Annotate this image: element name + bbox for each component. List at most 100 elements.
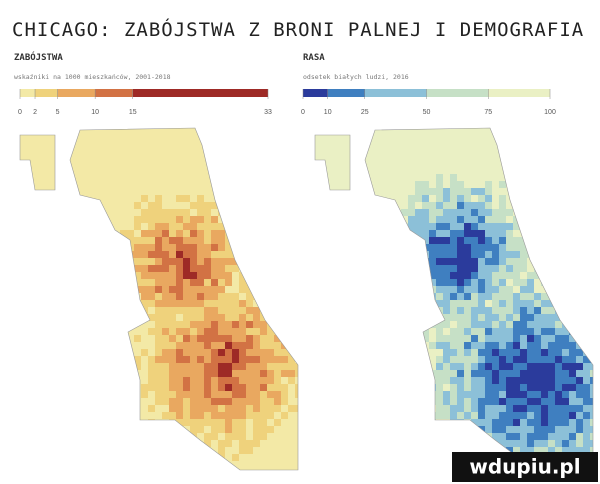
map-cell bbox=[239, 167, 247, 175]
map-cell bbox=[380, 139, 388, 147]
map-cell bbox=[274, 174, 282, 182]
map-cell bbox=[99, 216, 107, 224]
map-cell bbox=[99, 342, 107, 350]
map-cell bbox=[443, 405, 451, 413]
map-cell bbox=[527, 195, 535, 203]
map-cell bbox=[64, 363, 72, 371]
map-cell bbox=[429, 216, 437, 224]
map-cell bbox=[169, 300, 177, 308]
map-cell bbox=[513, 391, 521, 399]
map-cell bbox=[471, 128, 479, 133]
map-cell bbox=[148, 370, 156, 378]
map-cell bbox=[85, 272, 93, 280]
map-cell bbox=[43, 440, 51, 448]
map-cell bbox=[295, 321, 298, 329]
map-cell bbox=[246, 349, 254, 357]
map-cell bbox=[408, 202, 416, 210]
map-cell bbox=[387, 398, 395, 406]
map-cell bbox=[218, 412, 226, 420]
map-cell bbox=[204, 363, 212, 371]
map-cell bbox=[450, 279, 458, 287]
map-cell bbox=[197, 433, 205, 441]
map-cell bbox=[317, 223, 325, 231]
map-cell bbox=[253, 195, 261, 203]
map-cell bbox=[541, 440, 549, 448]
map-cell bbox=[127, 237, 135, 245]
map-cell bbox=[506, 160, 514, 168]
map-cell bbox=[78, 209, 86, 217]
map-cell bbox=[113, 363, 121, 371]
map-cell bbox=[260, 244, 268, 252]
map-cell bbox=[401, 230, 409, 238]
map-cell bbox=[225, 433, 233, 441]
map-cell bbox=[373, 244, 381, 252]
map-cell bbox=[43, 146, 51, 154]
map-cell bbox=[162, 468, 170, 470]
map-cell bbox=[120, 181, 128, 189]
map-cell bbox=[324, 251, 332, 259]
map-cell bbox=[548, 132, 556, 140]
map-cell bbox=[464, 258, 472, 266]
map-cell bbox=[183, 468, 191, 470]
map-cell bbox=[120, 398, 128, 406]
map-cell bbox=[450, 265, 458, 273]
map-cell bbox=[394, 195, 402, 203]
map-cell bbox=[527, 349, 535, 357]
map-cell bbox=[20, 202, 23, 210]
map-cell bbox=[373, 202, 381, 210]
map-cell bbox=[401, 335, 409, 343]
map-cell bbox=[315, 447, 318, 455]
map-cell bbox=[471, 335, 479, 343]
map-cell bbox=[548, 146, 556, 154]
map-cell bbox=[183, 363, 191, 371]
map-cell bbox=[450, 181, 458, 189]
map-cell bbox=[113, 272, 121, 280]
map-cell bbox=[338, 160, 346, 168]
map-cell bbox=[415, 195, 423, 203]
map-cell bbox=[331, 384, 339, 392]
map-cell bbox=[464, 384, 472, 392]
map-cell bbox=[408, 188, 416, 196]
map-cell bbox=[99, 223, 107, 231]
map-cell bbox=[183, 398, 191, 406]
map-cell bbox=[120, 279, 128, 287]
map-cell bbox=[148, 433, 156, 441]
map-cell bbox=[155, 188, 163, 196]
map-cell bbox=[485, 265, 493, 273]
map-cell bbox=[338, 167, 346, 175]
map-cell bbox=[471, 363, 479, 371]
map-cell bbox=[569, 384, 577, 392]
map-cell bbox=[288, 181, 296, 189]
map-cell bbox=[20, 377, 23, 385]
map-cell bbox=[50, 433, 58, 441]
map-cell bbox=[352, 209, 360, 217]
map-cell bbox=[57, 328, 65, 336]
map-cell bbox=[345, 342, 353, 350]
map-cell bbox=[492, 160, 500, 168]
map-cell bbox=[548, 328, 556, 336]
map-cell bbox=[57, 426, 65, 434]
map-cell bbox=[120, 321, 128, 329]
map-cell bbox=[29, 209, 37, 217]
map-cell bbox=[232, 230, 240, 238]
map-cell bbox=[162, 195, 170, 203]
map-cell bbox=[450, 363, 458, 371]
map-cell bbox=[436, 251, 444, 259]
map-cell bbox=[331, 433, 339, 441]
map-cell bbox=[415, 286, 423, 294]
map-cell bbox=[317, 426, 325, 434]
map-cell bbox=[50, 195, 58, 203]
map-cell bbox=[43, 419, 51, 427]
map-cell bbox=[380, 167, 388, 175]
map-cell bbox=[211, 307, 219, 315]
map-cell bbox=[485, 426, 493, 434]
map-cell bbox=[457, 370, 465, 378]
map-cell bbox=[506, 265, 514, 273]
map-cell bbox=[548, 167, 556, 175]
map-cell bbox=[534, 181, 542, 189]
map-cell bbox=[534, 419, 542, 427]
map-cell bbox=[85, 307, 93, 315]
map-cell bbox=[408, 440, 416, 448]
map-cell bbox=[127, 216, 135, 224]
map-cell bbox=[274, 405, 282, 413]
